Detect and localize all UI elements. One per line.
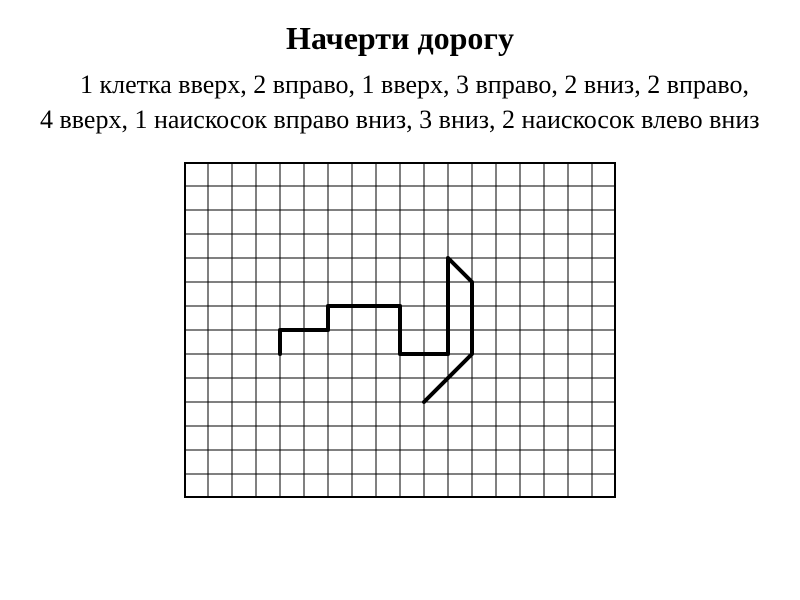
page-title: Начерти дорогу bbox=[40, 20, 760, 57]
grid-drawing bbox=[184, 162, 616, 498]
instructions-text: 1 клетка вверх, 2 вправо, 1 вверх, 3 впр… bbox=[40, 67, 760, 137]
grid-container bbox=[40, 162, 760, 498]
